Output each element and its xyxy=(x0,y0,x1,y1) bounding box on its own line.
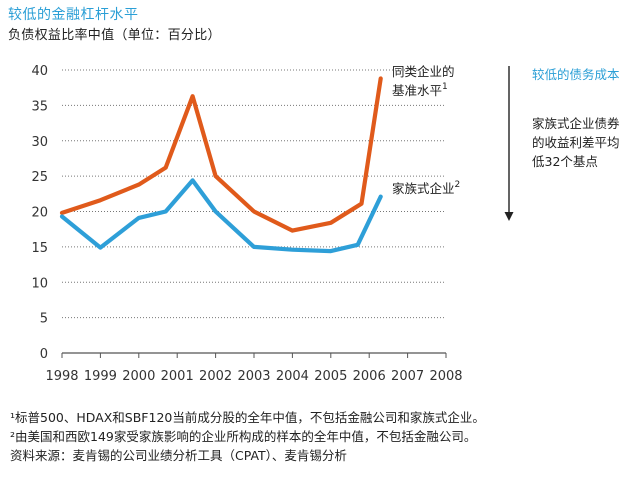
series-label-line: 同类企业的 xyxy=(392,64,455,79)
y-tick-label: 0 xyxy=(40,347,48,362)
annotation-text-line: 的收益利差平均 xyxy=(532,135,620,150)
footnote-2: ²由美国和西欧149家受家族影响的企业所构成的样本的全年中值，不包括金融公司。 xyxy=(10,429,477,444)
x-tick-label: 1998 xyxy=(45,369,78,384)
y-tick-label: 30 xyxy=(31,135,48,150)
y-tick-label: 5 xyxy=(40,312,48,327)
x-tick-label: 2006 xyxy=(353,369,386,384)
y-tick-label: 10 xyxy=(31,276,48,291)
x-tick-label: 2003 xyxy=(237,369,270,384)
chart-title: 较低的金融杠杆水平 xyxy=(8,7,139,23)
y-tick-label: 40 xyxy=(31,64,48,79)
series-label-superscript: 2 xyxy=(455,180,461,190)
footnotes: ¹标普500、HDAX和SBF120当前成分股的全年中值，不包括金融公司和家族式… xyxy=(10,408,485,465)
x-tick-label: 2005 xyxy=(314,369,347,384)
annotation-arrow-head xyxy=(504,212,514,221)
y-tick-label: 20 xyxy=(31,206,48,221)
annotation-text-line: 低32个基点 xyxy=(532,154,598,169)
y-tick-label: 15 xyxy=(31,241,48,256)
series-line-benchmark xyxy=(59,76,383,233)
footnote-1: ¹标普500、HDAX和SBF120当前成分股的全年中值，不包括金融公司和家族式… xyxy=(10,410,485,425)
footnote-source: 资料来源：麦肯锡的公司业绩分析工具（CPAT）、麦肯锡分析 xyxy=(10,448,347,463)
x-tick-label: 2004 xyxy=(276,369,309,384)
x-tick-label: 2007 xyxy=(391,369,424,384)
x-tick-label: 2008 xyxy=(429,369,462,384)
x-tick-label: 2001 xyxy=(161,369,194,384)
x-tick-label: 2000 xyxy=(122,369,155,384)
series-label-line: 基准水平 xyxy=(392,83,442,98)
series-label-line: 家族式企业 xyxy=(392,181,455,196)
series-label-superscript: 1 xyxy=(442,82,448,92)
x-tick-label: 1999 xyxy=(84,369,117,384)
series-label-family: 家族式企业2 xyxy=(392,180,460,196)
annotation-title: 较低的债务成本 xyxy=(532,67,620,82)
annotation-text: 家族式企业债券 的收益利差平均 低32个基点 xyxy=(532,114,640,171)
y-tick-label: 35 xyxy=(31,99,48,114)
y-axis-title: 负债权益比率中值（单位：百分比） xyxy=(8,28,221,43)
series-label-benchmark: 同类企业的基准水平1 xyxy=(392,64,455,98)
annotation-text-line: 家族式企业债券 xyxy=(532,116,620,131)
y-tick-label: 25 xyxy=(31,170,48,185)
x-tick-label: 2002 xyxy=(199,369,232,384)
series-line-family xyxy=(59,178,383,254)
